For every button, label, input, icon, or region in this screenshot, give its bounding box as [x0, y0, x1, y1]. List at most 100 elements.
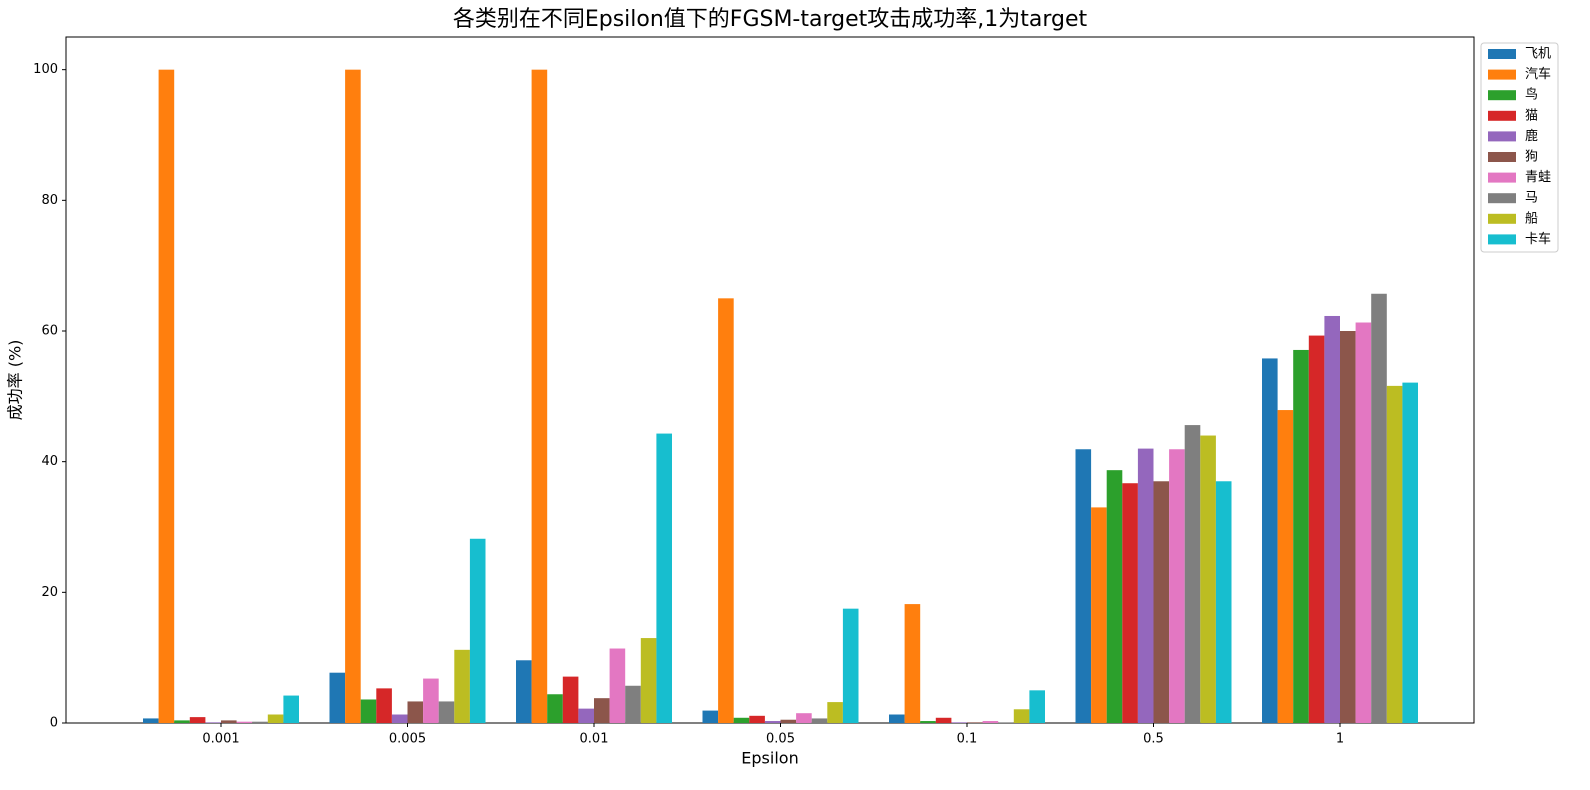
bar	[749, 715, 765, 723]
bar	[904, 604, 921, 723]
bar	[252, 721, 268, 723]
legend-label: 狗	[1525, 150, 1538, 165]
bar	[1340, 331, 1356, 723]
bar	[1293, 349, 1309, 723]
bar	[733, 717, 750, 723]
bar	[1029, 690, 1045, 723]
legend-swatch	[1488, 213, 1516, 224]
legend-label: 猫	[1525, 108, 1538, 123]
bar	[578, 708, 594, 723]
bar	[189, 717, 206, 723]
bar	[329, 672, 346, 723]
bar	[1013, 709, 1030, 723]
bar	[1184, 425, 1201, 723]
x-tick-label: 0.005	[389, 732, 426, 747]
x-tick-label: 0.05	[766, 732, 795, 747]
bar	[562, 676, 579, 723]
bar	[1169, 449, 1185, 723]
bar	[531, 69, 548, 723]
bar	[1371, 293, 1387, 723]
bar	[391, 714, 408, 723]
legend-label: 青蛙	[1525, 170, 1551, 185]
bar	[1091, 507, 1107, 723]
x-axis-label: Epsilon	[741, 749, 798, 768]
bar	[594, 698, 610, 723]
y-tick-label: 100	[33, 62, 58, 77]
bar	[1386, 385, 1403, 723]
y-tick-label: 40	[41, 454, 58, 469]
x-tick-label: 0.01	[580, 732, 609, 747]
bar	[174, 720, 190, 723]
bar	[423, 678, 439, 723]
legend-swatch	[1488, 172, 1516, 183]
bar	[1075, 449, 1092, 723]
legend-label: 汽车	[1525, 66, 1551, 82]
legend-swatch	[1488, 49, 1516, 59]
bar	[438, 701, 455, 723]
legend-swatch	[1488, 193, 1516, 204]
y-tick-label: 80	[41, 193, 58, 208]
bar	[1324, 315, 1340, 723]
bar	[1122, 483, 1138, 723]
bar	[796, 713, 812, 723]
legend-swatch	[1488, 131, 1516, 142]
bar	[360, 699, 377, 723]
bar	[702, 710, 719, 723]
bar	[1402, 382, 1418, 723]
bar	[609, 648, 626, 723]
bar	[811, 718, 828, 723]
y-axis-label: 成功率 (%)	[6, 340, 25, 421]
bar	[998, 722, 1014, 723]
y-tick-label: 0	[50, 716, 58, 731]
bar	[764, 721, 781, 723]
bar	[1200, 435, 1216, 723]
bar	[640, 638, 657, 723]
bar	[407, 701, 424, 723]
y-tick-label: 20	[41, 585, 58, 600]
bar	[236, 721, 253, 723]
bar	[143, 718, 159, 723]
bar	[625, 685, 641, 723]
legend-label: 卡车	[1525, 231, 1551, 247]
legend-swatch	[1488, 152, 1516, 162]
bar	[267, 714, 284, 723]
bar	[718, 298, 734, 723]
bar	[1106, 470, 1123, 723]
legend-label: 飞机	[1525, 47, 1551, 62]
legend-swatch	[1488, 90, 1516, 101]
bar	[982, 721, 999, 723]
bar	[221, 720, 237, 723]
bar	[1262, 358, 1278, 723]
bar	[376, 688, 392, 723]
chart-title: 各类别在不同Epsilon值下的FGSM-target攻击成功率,1为targe…	[453, 7, 1088, 32]
bar	[889, 714, 905, 723]
legend-swatch	[1488, 69, 1516, 80]
bar	[547, 694, 563, 723]
bar	[935, 717, 952, 723]
bar	[656, 433, 672, 723]
x-tick-label: 0.5	[1143, 732, 1164, 747]
bar	[469, 538, 486, 723]
bar	[283, 695, 299, 723]
bar	[516, 660, 532, 723]
x-tick-label: 0.001	[202, 732, 239, 747]
bar	[967, 722, 983, 723]
bar	[920, 721, 936, 723]
y-tick-label: 60	[41, 324, 58, 339]
bar	[842, 608, 859, 723]
bar	[1153, 481, 1170, 723]
bar	[1137, 448, 1154, 723]
legend-swatch	[1488, 234, 1516, 245]
legend-label: 马	[1525, 191, 1538, 206]
bar	[1355, 322, 1372, 723]
bar	[1215, 481, 1232, 723]
bar	[827, 702, 843, 723]
bar	[345, 69, 361, 723]
x-tick-label: 0.1	[957, 732, 978, 747]
legend-swatch	[1488, 110, 1516, 121]
legend-label: 鸟	[1525, 87, 1538, 103]
bar	[780, 719, 797, 723]
x-tick-label: 1	[1336, 732, 1344, 747]
bar	[1308, 335, 1325, 723]
